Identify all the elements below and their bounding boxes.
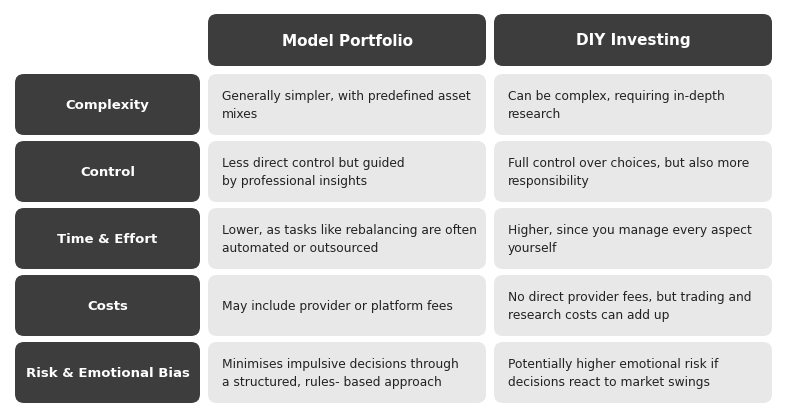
FancyBboxPatch shape bbox=[494, 275, 772, 336]
Text: Risk & Emotional Bias: Risk & Emotional Bias bbox=[26, 366, 190, 379]
Text: Higher, since you manage every aspect
yourself: Higher, since you manage every aspect yo… bbox=[508, 224, 752, 254]
Text: Time & Effort: Time & Effort bbox=[58, 233, 158, 245]
FancyBboxPatch shape bbox=[208, 142, 486, 202]
FancyBboxPatch shape bbox=[208, 209, 486, 269]
Text: Less direct control but guided
by professional insights: Less direct control but guided by profes… bbox=[222, 157, 405, 188]
Text: May include provider or platform fees: May include provider or platform fees bbox=[222, 299, 453, 312]
FancyBboxPatch shape bbox=[208, 15, 486, 67]
FancyBboxPatch shape bbox=[15, 342, 200, 403]
Text: Full control over choices, but also more
responsibility: Full control over choices, but also more… bbox=[508, 157, 750, 188]
Text: Model Portfolio: Model Portfolio bbox=[282, 33, 413, 48]
Text: Minimises impulsive decisions through
a structured, rules- based approach: Minimises impulsive decisions through a … bbox=[222, 357, 458, 388]
FancyBboxPatch shape bbox=[208, 342, 486, 403]
Text: Costs: Costs bbox=[87, 299, 128, 312]
Text: Lower, as tasks like rebalancing are often
automated or outsourced: Lower, as tasks like rebalancing are oft… bbox=[222, 224, 477, 254]
FancyBboxPatch shape bbox=[15, 142, 200, 202]
FancyBboxPatch shape bbox=[494, 209, 772, 269]
Text: DIY Investing: DIY Investing bbox=[576, 33, 690, 48]
FancyBboxPatch shape bbox=[208, 275, 486, 336]
FancyBboxPatch shape bbox=[494, 142, 772, 202]
FancyBboxPatch shape bbox=[15, 209, 200, 269]
Text: Can be complex, requiring in-depth
research: Can be complex, requiring in-depth resea… bbox=[508, 90, 725, 121]
Text: No direct provider fees, but trading and
research costs can add up: No direct provider fees, but trading and… bbox=[508, 291, 751, 321]
FancyBboxPatch shape bbox=[494, 75, 772, 136]
Text: Control: Control bbox=[80, 166, 135, 178]
FancyBboxPatch shape bbox=[15, 75, 200, 136]
FancyBboxPatch shape bbox=[208, 75, 486, 136]
Text: Generally simpler, with predefined asset
mixes: Generally simpler, with predefined asset… bbox=[222, 90, 470, 121]
Text: Complexity: Complexity bbox=[66, 99, 150, 112]
FancyBboxPatch shape bbox=[15, 275, 200, 336]
Text: Potentially higher emotional risk if
decisions react to market swings: Potentially higher emotional risk if dec… bbox=[508, 357, 718, 388]
FancyBboxPatch shape bbox=[494, 342, 772, 403]
FancyBboxPatch shape bbox=[494, 15, 772, 67]
